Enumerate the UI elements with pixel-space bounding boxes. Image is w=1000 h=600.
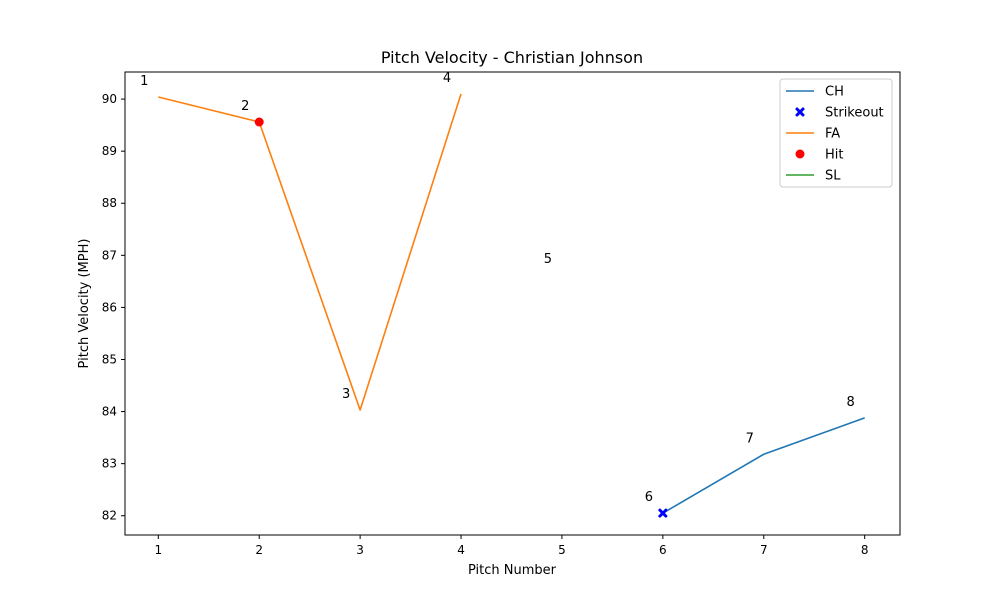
pitch-label-8: 8 <box>847 395 855 410</box>
legend-item-hit-label: Hit <box>825 148 843 163</box>
x-tick-label: 2 <box>255 543 263 557</box>
legend-item-hit: Hit <box>795 148 843 163</box>
pitch-label-3: 3 <box>342 387 350 402</box>
x-tick-label: 3 <box>356 543 364 557</box>
pitch-label-1: 1 <box>140 74 148 89</box>
pitch-label-6: 6 <box>645 490 653 505</box>
series-line-ch <box>662 417 865 514</box>
x-tick-label: 5 <box>558 543 566 557</box>
pitch-label-2: 2 <box>241 99 249 114</box>
y-axis-label: Pitch Velocity (MPH) <box>77 239 92 369</box>
legend-box <box>779 78 893 188</box>
y-tick-label: 85 <box>102 352 117 366</box>
legend-item-strikeout-swatch <box>795 107 805 117</box>
y-tick-label: 86 <box>102 300 117 314</box>
pitch-label-7: 7 <box>746 431 754 446</box>
x-axis-ticks: 1 2 3 4 5 6 7 8 <box>154 535 869 557</box>
plot-frame <box>124 71 901 536</box>
plot-marks <box>158 93 865 518</box>
series-line-fa <box>158 93 462 411</box>
y-tick-label: 82 <box>102 509 117 523</box>
y-tick-label: 89 <box>102 144 117 158</box>
legend-item-sl: SL <box>786 169 841 184</box>
x-tick-label: 7 <box>760 543 768 557</box>
legend-item-ch: CH <box>786 85 844 100</box>
legend: CH Strikeout FA Hit SL <box>779 78 893 188</box>
pitch-labels: 1 2 3 4 5 6 7 8 <box>140 71 855 505</box>
pitch-label-4: 4 <box>443 71 451 86</box>
x-tick-label: 1 <box>154 543 162 557</box>
pitch-label-5: 5 <box>544 252 552 267</box>
y-tick-label: 84 <box>102 405 117 419</box>
legend-item-fa: FA <box>786 127 840 142</box>
legend-item-sl-label: SL <box>825 169 841 184</box>
legend-item-hit-swatch <box>795 149 805 159</box>
x-tick-label: 4 <box>457 543 465 557</box>
y-tick-label: 87 <box>102 248 117 262</box>
chart-title: Pitch Velocity - Christian Johnson <box>381 48 643 67</box>
legend-item-strikeout-label: Strikeout <box>825 106 884 121</box>
x-axis-label: Pitch Number <box>468 563 557 578</box>
legend-item-fa-label: FA <box>825 127 840 142</box>
legend-item-strikeout: Strikeout <box>795 106 884 121</box>
x-tick-label: 6 <box>659 543 667 557</box>
y-tick-label: 88 <box>102 196 117 210</box>
y-tick-label: 90 <box>102 92 117 106</box>
y-axis-ticks: 82 83 84 85 86 87 88 89 90 <box>102 92 125 523</box>
legend-item-ch-label: CH <box>825 85 844 100</box>
y-tick-label: 83 <box>102 457 117 471</box>
x-tick-label: 8 <box>861 543 869 557</box>
hit-marker <box>254 117 264 127</box>
strikeout-marker <box>658 508 668 518</box>
